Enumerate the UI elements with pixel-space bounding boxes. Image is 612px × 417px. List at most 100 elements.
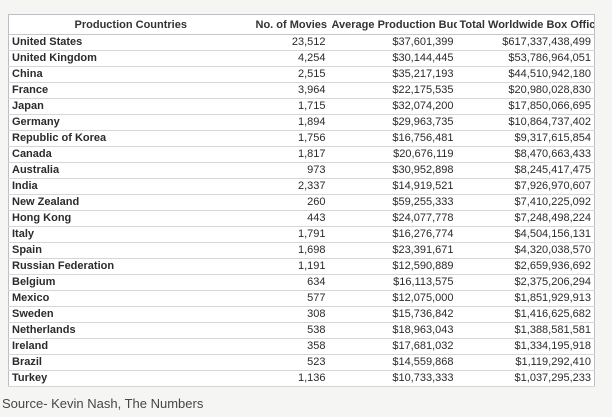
table-row: Russian Federation 1,191 $12,590,889 $2,…	[8, 258, 595, 275]
box-office-cell: $7,410,225,092	[456, 194, 595, 211]
country-link[interactable]: France	[8, 82, 253, 99]
country-link[interactable]: Australia	[8, 162, 253, 179]
movies-count-cell: 1,894	[252, 114, 329, 131]
box-office-cell: $1,851,929,913	[456, 290, 595, 307]
column-header-no-of-movies: No. of Movies	[252, 14, 329, 35]
box-office-cell: $2,659,936,692	[456, 258, 595, 275]
table-row: Canada 1,817 $20,676,119 $8,470,663,433	[8, 146, 595, 163]
movies-count-cell: 23,512	[252, 34, 329, 51]
box-office-cell: $8,470,663,433	[456, 146, 595, 163]
country-link[interactable]: Japan	[8, 98, 253, 115]
avg-budget-cell: $29,963,735	[328, 114, 457, 131]
table-row: India 2,337 $14,919,521 $7,926,970,607	[8, 178, 595, 195]
avg-budget-cell: $16,113,575	[328, 274, 457, 291]
table-row: Turkey 1,136 $10,733,333 $1,037,295,233	[8, 370, 595, 387]
movies-count-cell: 577	[252, 290, 329, 307]
avg-budget-cell: $10,733,333	[328, 370, 457, 387]
country-link[interactable]: Republic of Korea	[8, 130, 253, 147]
country-link[interactable]: Canada	[8, 146, 253, 163]
country-link[interactable]: United States	[8, 34, 253, 51]
country-link[interactable]: Russian Federation	[8, 258, 253, 275]
country-link[interactable]: Spain	[8, 242, 253, 259]
avg-budget-cell: $14,559,868	[328, 354, 457, 371]
table-row: Japan 1,715 $32,074,200 $17,850,066,695	[8, 98, 595, 115]
avg-budget-cell: $24,077,778	[328, 210, 457, 227]
movies-count-cell: 634	[252, 274, 329, 291]
avg-budget-cell: $16,276,774	[328, 226, 457, 243]
avg-budget-cell: $14,919,521	[328, 178, 457, 195]
box-office-cell: $1,416,625,682	[456, 306, 595, 323]
movies-count-cell: 1,817	[252, 146, 329, 163]
box-office-cell: $17,850,066,695	[456, 98, 595, 115]
production-countries-table: Production Countries No. of Movies Avera…	[8, 14, 595, 387]
column-header-production-countries: Production Countries	[8, 14, 253, 35]
country-link[interactable]: United Kingdom	[8, 50, 253, 67]
country-link[interactable]: New Zealand	[8, 194, 253, 211]
avg-budget-cell: $20,676,119	[328, 146, 457, 163]
movies-count-cell: 523	[252, 354, 329, 371]
country-link[interactable]: India	[8, 178, 253, 195]
table-row: Ireland 358 $17,681,032 $1,334,195,918	[8, 338, 595, 355]
avg-budget-cell: $23,391,671	[328, 242, 457, 259]
table-row: Brazil 523 $14,559,868 $1,119,292,410	[8, 354, 595, 371]
table-header-row: Production Countries No. of Movies Avera…	[8, 14, 595, 35]
box-office-cell: $617,337,438,499	[456, 34, 595, 51]
avg-budget-cell: $30,952,898	[328, 162, 457, 179]
table-row: New Zealand 260 $59,255,333 $7,410,225,0…	[8, 194, 595, 211]
avg-budget-cell: $30,144,445	[328, 50, 457, 67]
avg-budget-cell: $17,681,032	[328, 338, 457, 355]
avg-budget-cell: $12,075,000	[328, 290, 457, 307]
table-row: Republic of Korea 1,756 $16,756,481 $9,3…	[8, 130, 595, 147]
movies-count-cell: 1,715	[252, 98, 329, 115]
country-link[interactable]: Sweden	[8, 306, 253, 323]
country-link[interactable]: Turkey	[8, 370, 253, 387]
movies-count-cell: 260	[252, 194, 329, 211]
country-link[interactable]: Brazil	[8, 354, 253, 371]
table-row: United States 23,512 $37,601,399 $617,33…	[8, 34, 595, 51]
column-header-total-worldwide-box-office: Total Worldwide Box Office	[456, 14, 595, 35]
movies-count-cell: 1,756	[252, 130, 329, 147]
box-office-cell: $4,320,038,570	[456, 242, 595, 259]
box-office-cell: $10,864,737,402	[456, 114, 595, 131]
avg-budget-cell: $37,601,399	[328, 34, 457, 51]
movies-count-cell: 1,191	[252, 258, 329, 275]
table-row: Netherlands 538 $18,963,043 $1,388,581,5…	[8, 322, 595, 339]
country-link[interactable]: Mexico	[8, 290, 253, 307]
column-header-average-production-budget: Average Production Budget	[328, 14, 457, 35]
country-link[interactable]: Hong Kong	[8, 210, 253, 227]
avg-budget-cell: $15,736,842	[328, 306, 457, 323]
country-link[interactable]: Ireland	[8, 338, 253, 355]
movies-count-cell: 1,698	[252, 242, 329, 259]
table-row: Australia 973 $30,952,898 $8,245,417,475	[8, 162, 595, 179]
box-office-cell: $4,504,156,131	[456, 226, 595, 243]
avg-budget-cell: $18,963,043	[328, 322, 457, 339]
avg-budget-cell: $12,590,889	[328, 258, 457, 275]
avg-budget-cell: $16,756,481	[328, 130, 457, 147]
avg-budget-cell: $22,175,535	[328, 82, 457, 99]
country-link[interactable]: Germany	[8, 114, 253, 131]
table-body: United States 23,512 $37,601,399 $617,33…	[8, 34, 595, 387]
country-link[interactable]: Italy	[8, 226, 253, 243]
country-link[interactable]: Belgium	[8, 274, 253, 291]
box-office-cell: $7,926,970,607	[456, 178, 595, 195]
country-link[interactable]: China	[8, 66, 253, 83]
movies-count-cell: 538	[252, 322, 329, 339]
table-row: Sweden 308 $15,736,842 $1,416,625,682	[8, 306, 595, 323]
movies-count-cell: 308	[252, 306, 329, 323]
box-office-cell: $53,786,964,051	[456, 50, 595, 67]
movies-count-cell: 443	[252, 210, 329, 227]
avg-budget-cell: $32,074,200	[328, 98, 457, 115]
box-office-cell: $44,510,942,180	[456, 66, 595, 83]
table-row: Italy 1,791 $16,276,774 $4,504,156,131	[8, 226, 595, 243]
source-attribution: Source- Kevin Nash, The Numbers	[2, 396, 204, 411]
table-row: Mexico 577 $12,075,000 $1,851,929,913	[8, 290, 595, 307]
movies-count-cell: 1,791	[252, 226, 329, 243]
box-office-cell: $1,119,292,410	[456, 354, 595, 371]
country-link[interactable]: Netherlands	[8, 322, 253, 339]
avg-budget-cell: $35,217,193	[328, 66, 457, 83]
movies-count-cell: 2,515	[252, 66, 329, 83]
box-office-cell: $1,388,581,581	[456, 322, 595, 339]
movies-count-cell: 3,964	[252, 82, 329, 99]
table-row: United Kingdom 4,254 $30,144,445 $53,786…	[8, 50, 595, 67]
